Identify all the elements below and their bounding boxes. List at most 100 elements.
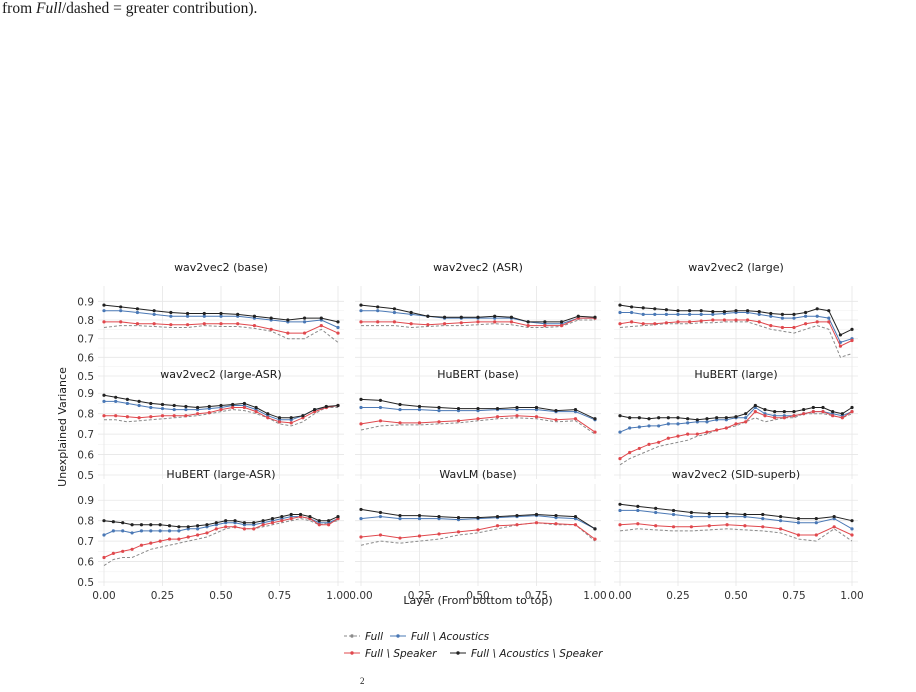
panel-2-series-3-point (442, 322, 447, 326)
panel-6-series-2-point (647, 424, 651, 428)
panel-3-series-2-point (676, 312, 680, 316)
panel-4-series-4-point (149, 401, 153, 406)
panel-6-series-2-point (628, 426, 632, 430)
panel-3-series-4-point (815, 307, 819, 311)
panel-7-series-4-point (177, 525, 181, 529)
panel-7-series-4-point (317, 519, 321, 523)
panel-6-series-4-point (850, 405, 854, 410)
panel-1-series-2-point (102, 309, 106, 313)
panel-3-series-4-point (734, 309, 738, 313)
panel-1-series-1-line (103, 325, 339, 343)
panel-9-series-3-point (689, 525, 693, 529)
panel-2-series-3-point (359, 320, 363, 324)
legend-label: Full \ Speaker (365, 648, 437, 660)
panel-4-series-3-point (254, 410, 258, 414)
panel-1-series-4-point (236, 312, 240, 316)
x-tick-label: 0.25 (151, 590, 174, 602)
panel-3-series-2-point (827, 316, 831, 320)
panel-5-series-2-point (359, 405, 363, 410)
panel-6-series-2-point (657, 424, 661, 428)
panel-9-series-2-point (796, 521, 801, 525)
panel-7-series-4-point (280, 514, 284, 519)
panel-7-series-4-point (158, 523, 162, 527)
panel-4-series-3-point (207, 411, 211, 415)
panel-7-series-4-point (214, 521, 218, 525)
panel-3-series-4-point (792, 312, 796, 316)
panel-9-series-4-line (619, 503, 853, 522)
panel-6-series-1-line (619, 413, 853, 466)
panel-3-series-3-point (827, 320, 831, 324)
panel-7-series-3-point (233, 525, 237, 529)
panel-1-series-3-point (202, 322, 206, 326)
panel-1-series-3-point (336, 331, 340, 335)
panel-3-series-2-point (699, 312, 703, 316)
panel-9-series-4-point (689, 510, 693, 515)
panel-9-series-4-point (761, 512, 765, 517)
panel-4-series-4-point (231, 402, 235, 407)
panel-4-series-2-point (102, 399, 106, 403)
panel-3-series-4-point (641, 306, 645, 310)
panel-1-series-3-point (119, 320, 123, 324)
panel-4-series-2-point (114, 399, 118, 403)
panel-7-series-4-point (139, 523, 144, 527)
panel-6-series-4-point (686, 417, 690, 421)
panel-8-series-3-point (378, 533, 383, 537)
panel-9-series-3-line (619, 523, 853, 536)
panel-6-series-3-point (744, 420, 748, 424)
panel-4-series-3-point (289, 421, 293, 425)
panel-4-series-4-point (336, 403, 340, 408)
panel-1-series-2-point (135, 310, 140, 315)
panel-3-series-3-point (815, 320, 819, 324)
panel-1-series-2-point (119, 309, 123, 313)
panel-3-series-4-point (653, 307, 657, 311)
panel-2-series-4-point (426, 314, 430, 318)
panel-9-series-4-point (618, 502, 622, 506)
panel-2-series-3-point (376, 320, 380, 324)
panel-6-series-4-point (724, 416, 728, 420)
panel-3-series-2-point (630, 310, 634, 315)
panel-7-series-4-point (289, 512, 293, 517)
panel-9-series-3-point (618, 523, 622, 527)
y-axis-title: Unexplained Variance (56, 367, 69, 487)
panel-6-series-3-point (782, 416, 786, 420)
panel-3-series-3-point (676, 320, 680, 324)
panel-2-series-1-line (361, 319, 595, 329)
x-tick-label: 0.50 (466, 590, 489, 602)
panel-1-series-2-point (302, 320, 307, 324)
panel-4-series-4-point (137, 399, 141, 403)
panel-1-series-4-point (135, 307, 140, 311)
panel-3-series-4-point (688, 309, 692, 313)
panel-4-series-4-point (172, 403, 176, 408)
panel-7-series-3-point (177, 537, 181, 541)
panel-7-series-3-point (139, 543, 144, 547)
panel-3-series-3-point (722, 318, 727, 322)
panel-9-series-3-point (779, 527, 783, 531)
panel-4-series-3-point (242, 405, 246, 410)
panel-1-series-3-point (286, 331, 290, 335)
panel-7-series-4-point (252, 521, 256, 525)
panel-5-series-3-point (456, 419, 461, 423)
panel-5-series-4-point (456, 406, 461, 411)
panel-5-series-2-point (378, 405, 383, 410)
panel-6-series-3-point (724, 426, 728, 430)
panel-1-series-3-point (252, 324, 257, 328)
panel-9-series-4-point (796, 517, 801, 521)
panel-9-series-2-point (761, 517, 765, 521)
panel-2-series-2-point (392, 310, 397, 315)
panel-3-series-2-point (618, 310, 622, 315)
panel-7-series-2-point (130, 531, 134, 535)
panel-6-series-3-point (657, 440, 661, 444)
panel-9-series-2-point (671, 512, 676, 517)
panel-9-series-3-point (832, 525, 836, 529)
panel-6-series-3-point (705, 430, 709, 434)
panel-3-series-3-point (641, 322, 645, 326)
panel-4-series-4-point (114, 395, 118, 399)
panel-4-series-3-point (149, 415, 153, 419)
panel-9-series-3-point (671, 525, 676, 529)
panel-3-series-2-point (757, 312, 761, 316)
panel-2-series-4-point (576, 314, 580, 318)
panel-6-series-2-point (686, 421, 690, 425)
panel-2-series-3-point (493, 320, 497, 324)
panel-4-series-4-point (102, 393, 106, 397)
panel-8-series-2-point (359, 517, 363, 521)
